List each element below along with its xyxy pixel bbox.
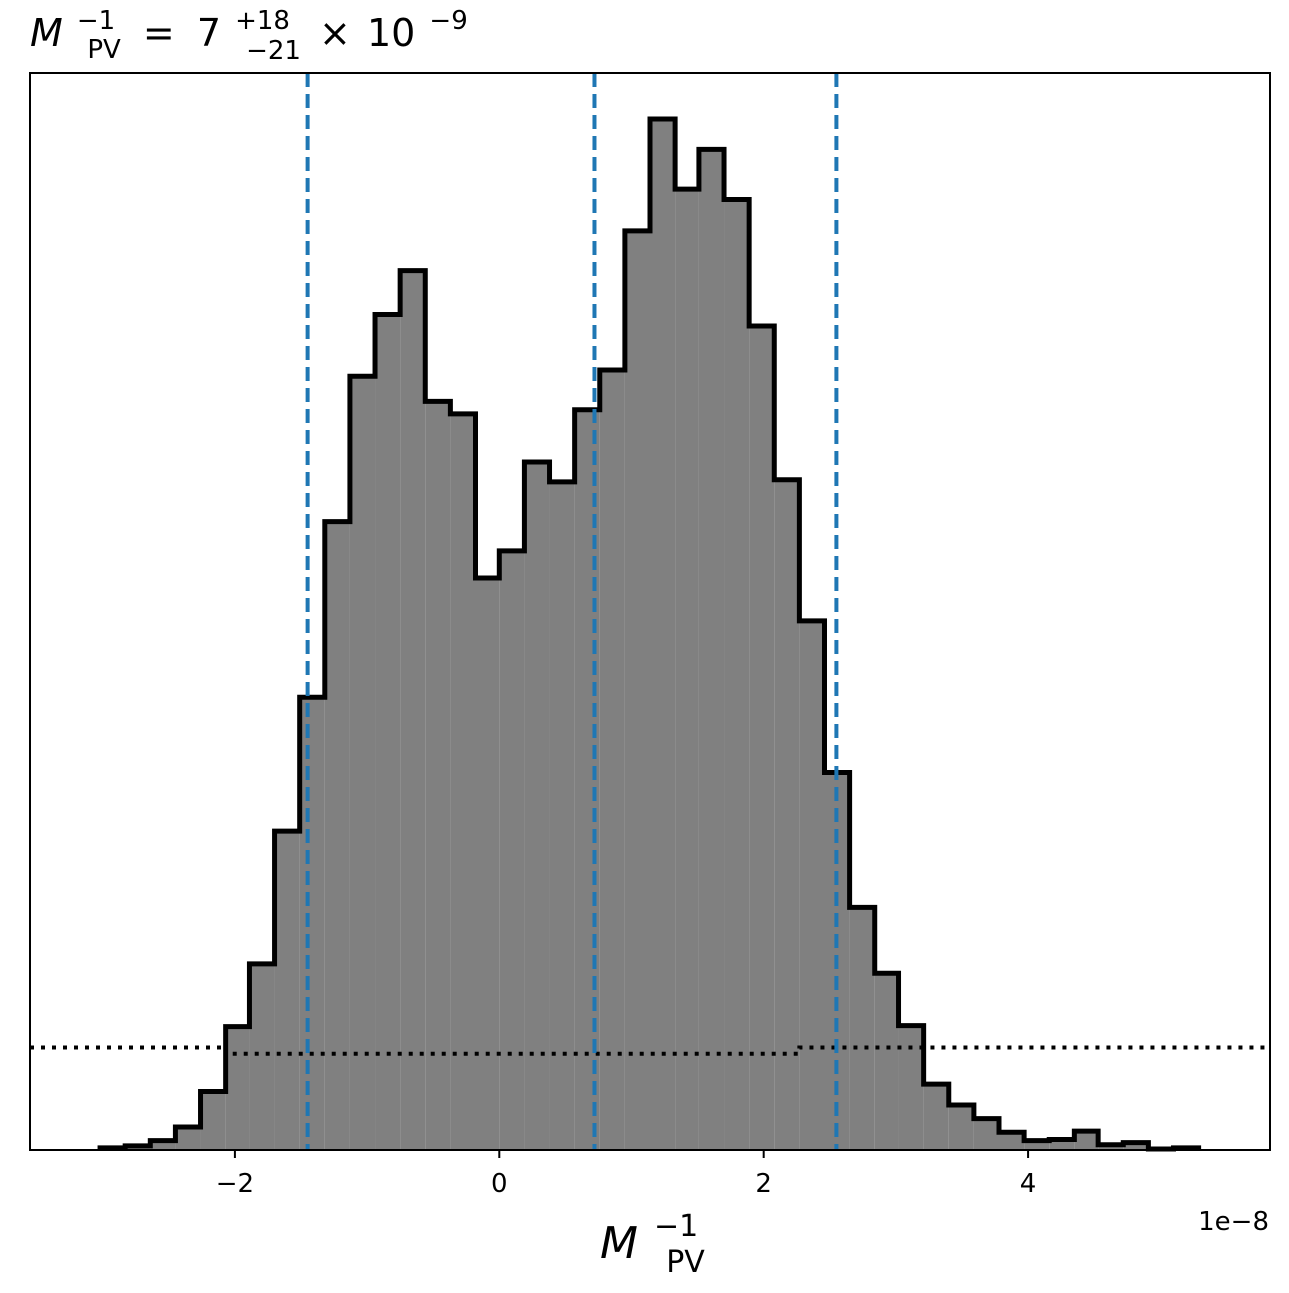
histogram-bar [375,314,401,1150]
histogram-bar [973,1118,999,1150]
histogram-bar [249,963,275,1150]
histogram-bar [1024,1140,1050,1150]
histogram-bar [774,479,800,1150]
title-times: × [319,11,351,55]
histogram-bar [650,119,676,1150]
histogram-bar [200,1091,226,1150]
histogram-bar [1123,1142,1149,1150]
xlabel-sup: −1 [654,1209,698,1244]
histogram-bar [698,149,725,1151]
histogram-bar [400,270,426,1150]
title-value: 7 [197,11,221,55]
prior-line [30,1045,1270,1056]
title-power-base: 10 [367,11,415,55]
title-equals: = [143,11,175,55]
histogram-bar [749,326,775,1150]
x-axis: −2 0 2 4 [216,1150,1037,1199]
histogram-bar [175,1126,201,1150]
histogram-bar [450,413,476,1150]
xlabel-sub: PV [666,1245,705,1280]
histogram-bar [1098,1144,1124,1150]
x-tick-label: 2 [755,1169,772,1199]
histogram-bar [849,907,875,1150]
histogram-bar [799,620,825,1150]
x-tick-label: 4 [1020,1169,1037,1199]
title-err-minus: −21 [246,36,301,66]
histogram-bar [998,1132,1025,1150]
histogram-bar [499,550,525,1150]
x-offset-text: 1e−8 [1198,1207,1269,1237]
histogram-bar [150,1140,176,1150]
histogram-bar [923,1084,949,1150]
histogram-bar [1074,1131,1099,1150]
histogram-bar [675,189,699,1150]
title-err-plus: +18 [235,6,290,36]
x-tick-label: 0 [491,1169,508,1199]
histogram-bar [724,199,750,1150]
title-symbol-sub: PV [87,35,121,65]
histogram-bar [349,376,376,1150]
histogram-bar [599,369,625,1150]
x-axis-label: M −1 PV [600,1196,712,1280]
histogram-bar [624,230,650,1151]
histogram-bar [274,831,300,1150]
histogram-bar [299,697,325,1150]
axes-frame [29,72,1271,1151]
histogram-bar [1049,1139,1075,1150]
histogram-bar [524,461,550,1151]
histogram-outline [97,116,1202,1152]
title-power-exp: −9 [429,6,467,36]
xlabel-symbol: M [600,1218,638,1269]
x-tick-label: −2 [216,1169,254,1199]
histogram-bar [225,1026,250,1150]
plot-area [30,73,1270,1152]
histogram-bar [549,481,575,1150]
chart-title: M −1 PV = 7 +18 −21 × 10 −9 [30,0,468,68]
histogram-bar [898,1025,924,1150]
title-symbol: M [30,11,63,55]
title-symbol-sup: −1 [77,6,115,36]
histogram-bar [324,521,350,1150]
histogram-bar [425,401,451,1151]
histogram-bar [475,578,500,1150]
histogram-bar [948,1105,974,1150]
histogram-bar [874,973,899,1150]
